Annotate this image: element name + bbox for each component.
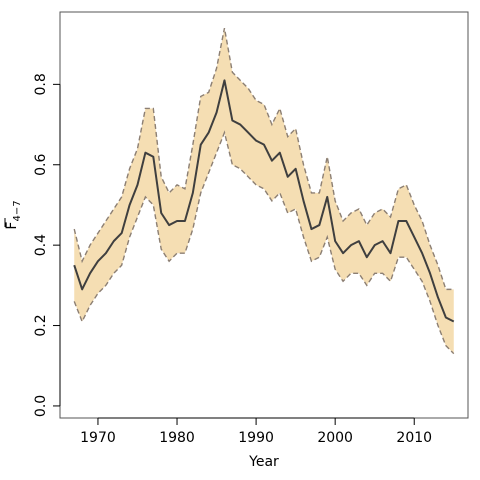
svg-text:F4−7: F4−7 <box>4 200 23 229</box>
y-tick-label: 0.4 <box>33 234 49 256</box>
x-tick-label: 1990 <box>238 430 274 446</box>
y-axis-title-subscript: 4−7 <box>12 200 23 221</box>
x-tick-label: 1970 <box>80 430 116 446</box>
y-tick-label: 0.2 <box>33 314 49 336</box>
confidence-band-layer <box>73 27 455 355</box>
x-tick-label: 2000 <box>317 430 353 446</box>
y-tick-label: 0.6 <box>33 154 49 176</box>
upper-bound-line <box>73 27 454 291</box>
x-axis: 1970 1980 1990 2000 2010 <box>80 417 432 446</box>
estimate-line-layer <box>73 79 455 323</box>
x-axis-title: Year <box>248 454 279 470</box>
y-axis-title: F4−7 <box>4 200 23 229</box>
confidence-band-fill <box>74 28 454 354</box>
y-tick-label: 0.8 <box>33 73 49 95</box>
y-axis-title-main: F <box>4 222 20 230</box>
x-tick-label: 1980 <box>159 430 195 446</box>
y-tick-label: 0.0 <box>33 395 49 417</box>
y-axis: 0.0 0.2 0.4 0.6 0.8 <box>33 73 61 417</box>
estimate-line <box>73 79 455 323</box>
x-tick-label: 2010 <box>396 430 432 446</box>
